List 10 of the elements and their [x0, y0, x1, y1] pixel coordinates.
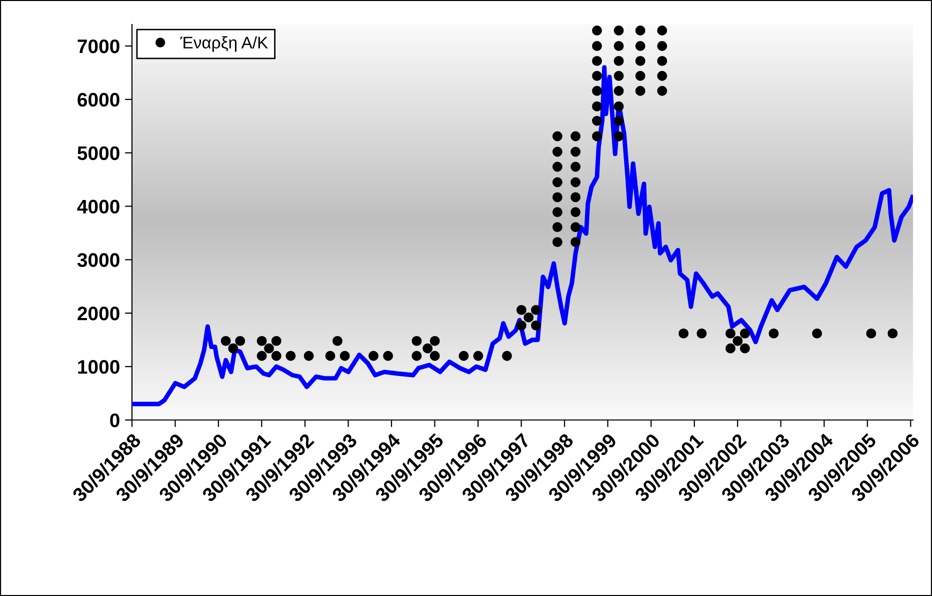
y-tick-label: 1000 [78, 360, 120, 374]
y-tick-label: 3000 [77, 253, 120, 267]
y-tick-label: 0 [110, 413, 120, 428]
y-tick-label: 5000 [78, 146, 120, 160]
y-tick-label: 6000 [78, 92, 120, 107]
legend-label: Έναρξη Α/Κ [180, 36, 268, 52]
y-tick-label: 7000 [78, 39, 120, 54]
y-tick-label: 4000 [77, 200, 120, 214]
line-series [132, 65, 913, 406]
y-tick-label: 2000 [78, 306, 120, 320]
